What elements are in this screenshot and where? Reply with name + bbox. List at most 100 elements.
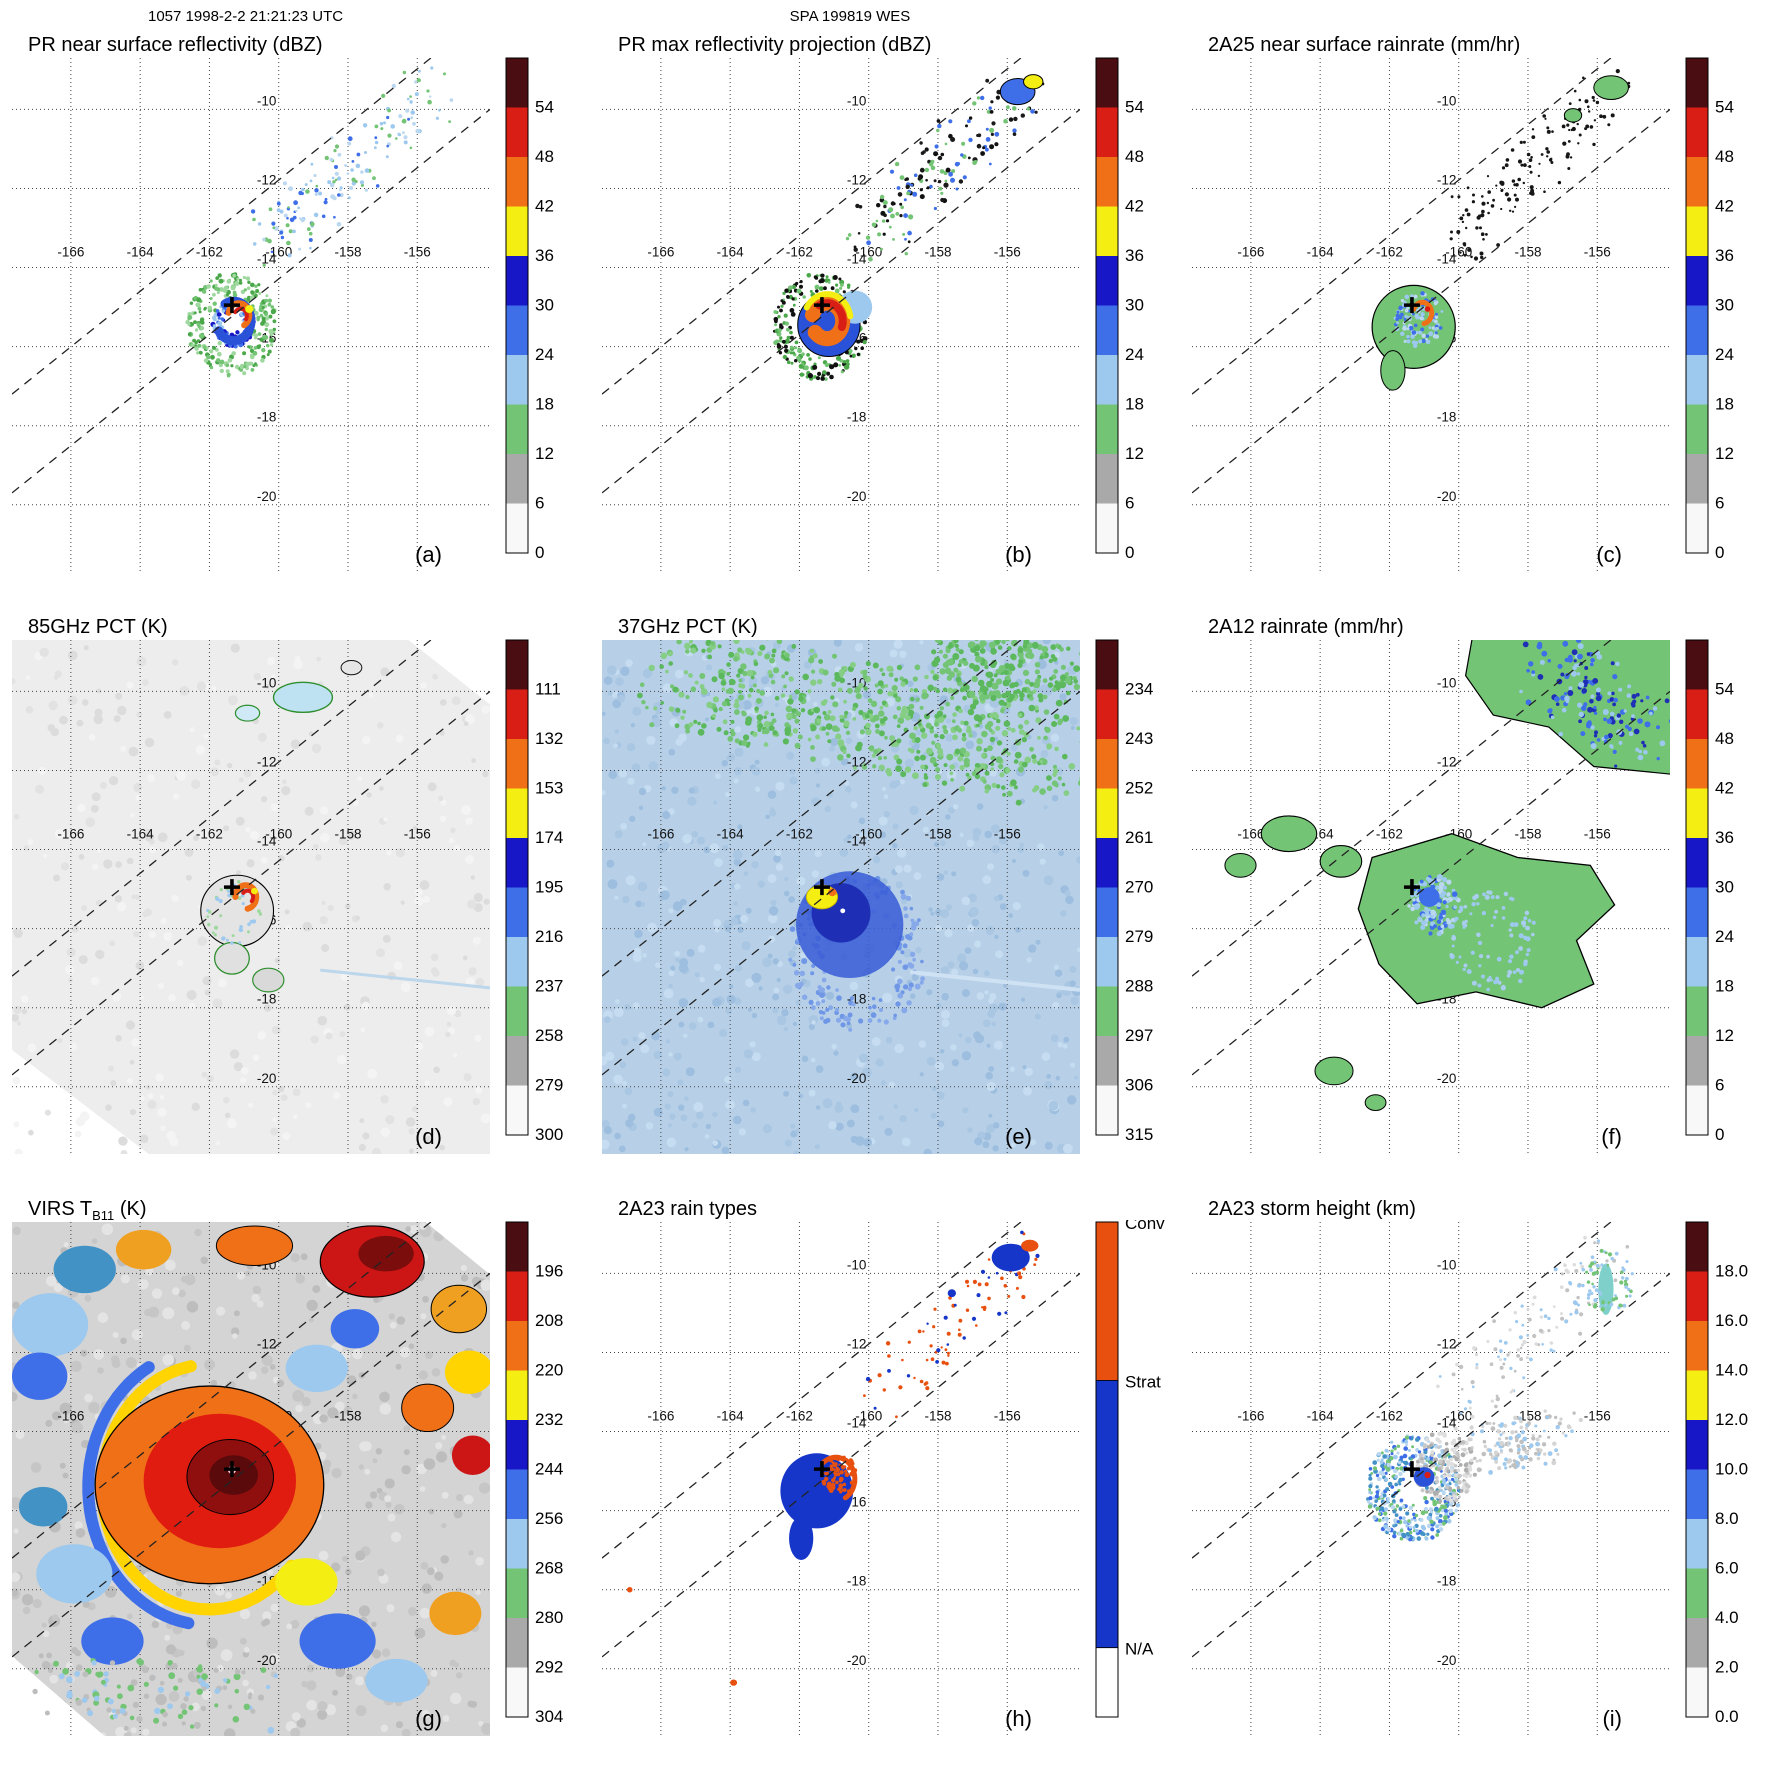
panel-title-text: 2A23 rain types [618,1198,757,1220]
svg-text:-162: -162 [1376,827,1403,842]
svg-text:30: 30 [1125,296,1144,315]
svg-text:24: 24 [1715,345,1734,364]
svg-text:300: 300 [535,1125,563,1144]
svg-text:279: 279 [1125,927,1153,946]
svg-text:-158: -158 [924,245,951,260]
svg-text:-20: -20 [257,1071,277,1086]
svg-text:111: 111 [535,680,561,699]
panel-h-title: 2A23 rain types [618,1198,757,1223]
panel-f-map: -166-164-162-160-158-156-10-12-14-16-18-… [1180,638,1770,1190]
svg-text:36: 36 [1715,246,1734,265]
svg-text:0: 0 [535,543,544,562]
svg-text:-10: -10 [1437,675,1457,690]
svg-text:-156: -156 [1584,827,1611,842]
svg-text:-10: -10 [847,93,867,108]
svg-text:237: 237 [535,977,563,996]
svg-text:280: 280 [535,1608,563,1627]
svg-text:18: 18 [535,395,554,414]
svg-text:252: 252 [1125,779,1153,798]
svg-text:220: 220 [535,1361,563,1380]
svg-text:258: 258 [535,1026,563,1045]
svg-text:-166: -166 [647,1409,674,1424]
svg-text:261: 261 [1125,828,1153,847]
svg-text:-164: -164 [127,245,155,260]
svg-text:(e): (e) [1005,1124,1032,1149]
panel-title-text: 2A25 near surface rainrate (mm/hr) [1208,34,1520,56]
svg-text:288: 288 [1125,977,1153,996]
panel-f-title: 2A12 rainrate (mm/hr) [1208,616,1404,641]
svg-text:6: 6 [1125,494,1134,513]
panel-e: 37GHz PCT (K) -166-164-162-160-158-156-1… [590,608,1180,1190]
svg-text:-164: -164 [717,1409,745,1424]
svg-text:268: 268 [535,1559,563,1578]
svg-text:-12: -12 [1437,754,1457,769]
svg-text:30: 30 [1715,296,1734,315]
svg-text:Conv: Conv [1125,1220,1165,1233]
svg-text:-12: -12 [1437,1336,1457,1351]
svg-text:-156: -156 [994,827,1021,842]
svg-text:-14: -14 [847,252,867,267]
panel-grid: PR near surface reflectivity (dBZ) -166-… [0,26,1770,1772]
svg-text:-12: -12 [847,1336,867,1351]
panel-g-title: VIRS TB11 (K) [28,1198,146,1223]
svg-text:208: 208 [535,1311,563,1330]
svg-text:(g): (g) [415,1706,442,1731]
svg-text:-158: -158 [334,245,361,260]
panel-a-title: PR near surface reflectivity (dBZ) [28,34,323,59]
svg-text:-166: -166 [1237,245,1264,260]
svg-text:48: 48 [535,147,554,166]
svg-text:132: 132 [535,729,563,748]
panel-b: PR max reflectivity projection (dBZ) -16… [590,26,1180,608]
svg-text:-162: -162 [196,245,223,260]
svg-text:-18: -18 [847,1574,867,1589]
svg-text:-164: -164 [1307,1409,1335,1424]
panel-d: 85GHz PCT (K) -166-164-162-160-158-156-1… [0,608,590,1190]
svg-text:-10: -10 [1437,1257,1457,1272]
svg-text:-156: -156 [994,1409,1021,1424]
svg-text:48: 48 [1715,729,1734,748]
panel-i: 2A23 storm height (km) -166-164-162-160-… [1180,1190,1770,1772]
svg-text:N/A: N/A [1125,1640,1154,1659]
svg-text:-20: -20 [257,1653,277,1668]
svg-text:12: 12 [535,444,554,463]
svg-text:-158: -158 [334,827,361,842]
svg-text:42: 42 [535,197,554,216]
panel-d-map: -166-164-162-160-158-156-10-12-14-16-18-… [0,638,590,1190]
panel-c-map: -166-164-162-160-158-156-10-12-14-16-18-… [1180,56,1770,608]
svg-text:-12: -12 [257,1336,277,1351]
svg-text:-18: -18 [257,410,277,425]
panel-title-text: 37GHz PCT (K) [618,616,758,638]
svg-text:-20: -20 [847,1071,867,1086]
panel-title-text: 85GHz PCT (K) [28,616,168,638]
svg-text:18: 18 [1715,977,1734,996]
panel-e-map: -166-164-162-160-158-156-10-12-14-16-18-… [590,638,1180,1190]
svg-text:-162: -162 [786,1409,813,1424]
svg-text:-164: -164 [127,827,155,842]
svg-text:-156: -156 [404,827,431,842]
panel-b-title: PR max reflectivity projection (dBZ) [618,34,931,59]
svg-text:-18: -18 [257,992,277,1007]
panel-e-title: 37GHz PCT (K) [618,616,758,641]
svg-text:243: 243 [1125,729,1153,748]
svg-text:(b): (b) [1005,542,1032,567]
svg-text:304: 304 [535,1707,563,1726]
svg-text:-12: -12 [257,754,277,769]
svg-text:36: 36 [535,246,554,265]
svg-text:-156: -156 [1584,245,1611,260]
svg-text:-164: -164 [717,827,745,842]
panel-g-map: -166-164-162-160-158-156-10-12-14-16-18-… [0,1220,590,1772]
svg-text:18: 18 [1715,395,1734,414]
svg-text:24: 24 [535,345,554,364]
svg-text:6: 6 [535,494,544,513]
svg-text:196: 196 [535,1262,563,1281]
panel-h: 2A23 rain types -166-164-162-160-158-156… [590,1190,1180,1772]
svg-text:(d): (d) [415,1124,442,1149]
svg-text:-12: -12 [257,172,277,187]
panel-g: VIRS TB11 (K) -166-164-162-160-158-156-1… [0,1190,590,1772]
svg-text:315: 315 [1125,1125,1153,1144]
panel-title-text: 2A23 storm height (km) [1208,1198,1416,1220]
svg-text:42: 42 [1715,779,1734,798]
svg-text:-10: -10 [1437,93,1457,108]
orbit-timestamp-label: 1057 1998-2-2 21:21:23 UTC [148,8,343,25]
